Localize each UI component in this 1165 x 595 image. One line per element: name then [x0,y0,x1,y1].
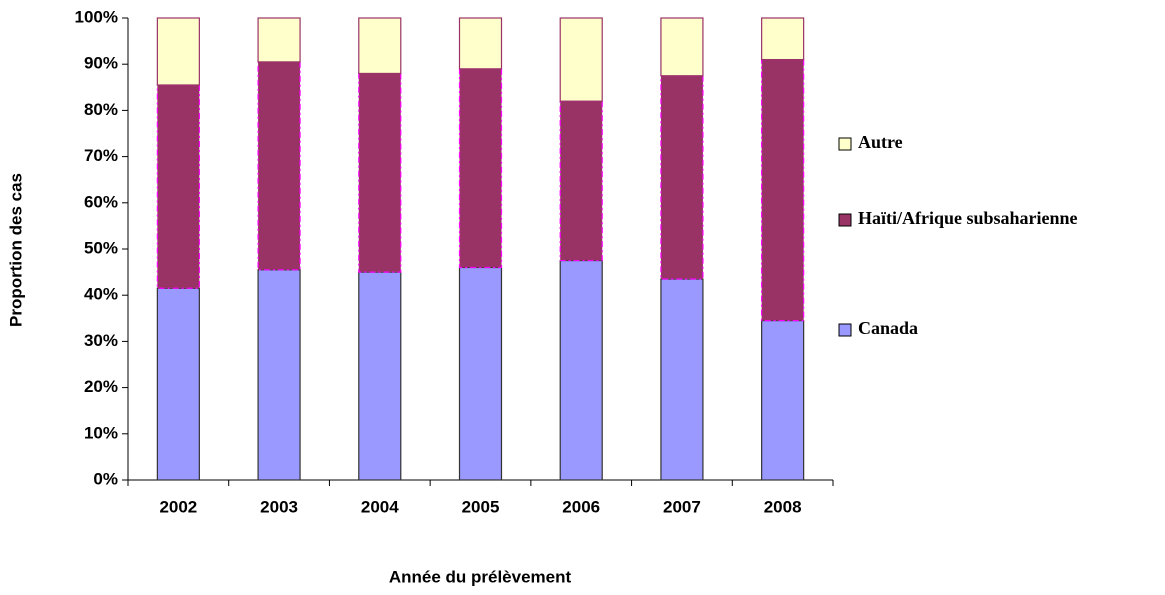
y-axis-title: Proportion des cas [6,173,25,327]
y-tick-label: 80% [84,100,118,119]
y-tick-label: 50% [84,238,118,257]
legend-swatch [838,323,852,337]
bar-segment [761,320,805,481]
legend-swatch [838,137,852,151]
legend-swatch [838,213,852,227]
bar-segment [156,287,200,481]
bar-segment [156,17,200,86]
bar-segment [257,17,301,63]
bar-segment [559,100,603,262]
y-tick-label: 0% [93,469,118,488]
bar-segment [458,68,503,269]
y-tick-label: 40% [84,285,118,304]
legend-label: Haïti/Afrique subsaharienne [858,208,1078,228]
y-tick-label: 70% [84,146,118,165]
x-tick-label: 2004 [361,497,399,516]
bar-segment [358,72,402,273]
bar-segment [660,278,704,481]
x-tick-label: 2006 [562,497,600,516]
bar-segment [660,75,704,280]
bar-segment [257,269,301,481]
x-tick-label: 2003 [260,497,298,516]
x-tick-label: 2005 [462,497,500,516]
bar-segment [458,266,503,481]
bar-segment [559,259,603,481]
y-tick-label: 60% [84,192,118,211]
x-tick-label: 2002 [159,497,197,516]
bar-segment [257,61,301,271]
bar-segment [358,271,402,481]
legend-label: Canada [858,318,918,338]
x-tick-label: 2007 [663,497,701,516]
bar-segment [156,84,200,289]
bar-segment [660,17,704,77]
y-tick-label: 20% [84,377,118,396]
x-tick-label: 2008 [764,497,802,516]
legend-label: Autre [858,132,903,152]
bar-segment [458,17,503,70]
bar-segment [358,17,402,75]
bar-segment [559,17,603,102]
y-tick-label: 30% [84,331,118,350]
x-axis-title: Année du prélèvement [389,567,572,586]
y-tick-label: 100% [75,7,118,26]
bar-segment [761,58,805,322]
y-tick-label: 10% [84,423,118,442]
bar-segment [761,17,805,61]
y-tick-label: 90% [84,54,118,73]
